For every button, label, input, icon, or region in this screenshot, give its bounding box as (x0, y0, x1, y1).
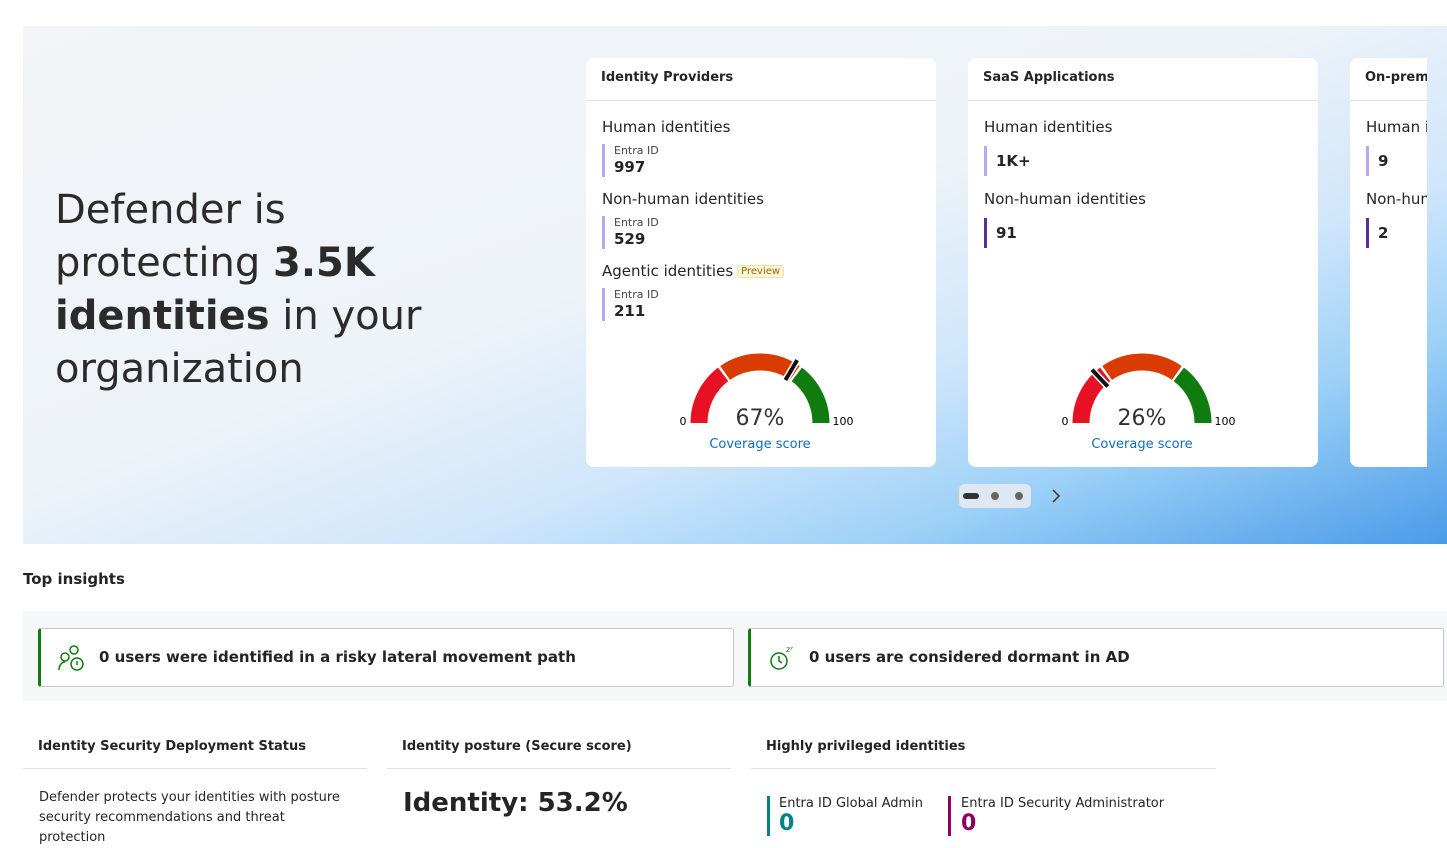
hero-banner: Defender is protecting 3.5K identities i… (23, 26, 1447, 544)
divider (968, 100, 1318, 101)
divider (23, 768, 367, 769)
headline: Defender is protecting 3.5K identities i… (55, 184, 435, 396)
group-name: Non-human identities (984, 190, 1146, 208)
insights-band: 0 users were identified in a risky later… (23, 611, 1447, 701)
group-label: Human identities (602, 116, 922, 140)
gauge-score: 26% (1118, 406, 1167, 431)
gauge-needle (783, 359, 799, 381)
card-title: Identity Providers (601, 70, 734, 85)
gauge-needle (1090, 368, 1110, 388)
gauge-segment (791, 367, 830, 424)
insight-card[interactable]: zᶻ 0 users are considered dormant in AD (748, 628, 1444, 687)
identity-count: Entra ID 529 (602, 216, 922, 249)
dot[interactable] (991, 492, 999, 500)
svg-text:zᶻ: zᶻ (786, 645, 793, 654)
identity-count: Entra ID 997 (602, 144, 922, 177)
divider (387, 768, 731, 769)
count-value: 91 (996, 223, 1017, 242)
identity-groups: Human identities Entra ID 997 Non-human ide… (602, 116, 922, 332)
group-name: Human identities (602, 118, 731, 136)
group-name: Human identities (984, 118, 1113, 136)
privileged-item: Entra ID Global Admin 0 (767, 796, 923, 836)
gauge-segment (1102, 353, 1182, 381)
identity-count: 91 (984, 218, 1304, 248)
identity-groups: Human identities 1K+ Non-human identities 9… (984, 116, 1304, 260)
carousel-controls (953, 484, 1061, 508)
source: Entra ID (614, 288, 659, 301)
privileged-item: Entra ID Security Administrator 0 (948, 796, 1164, 836)
card-title: On-premises (1365, 70, 1427, 85)
page: Defender is protecting 3.5K identities i… (23, 26, 1447, 845)
group-name: Agentic identities (602, 262, 734, 280)
panel-title: Identity Security Deployment Status (38, 739, 307, 754)
gauge-max: 100 (1215, 415, 1236, 428)
secure-score: Identity: 53.2% (403, 788, 628, 818)
divider (751, 768, 1216, 769)
gauge-caption: Coverage score (709, 437, 810, 452)
item-label: Entra ID Security Administrator (961, 796, 1165, 811)
card-title: SaaS Applications (983, 70, 1115, 85)
card: SaaS Applications Human identities 1K+ Non-… (968, 58, 1318, 467)
group-name: Human identities (1366, 118, 1427, 136)
card: Identity Providers Human identities Entra … (586, 58, 936, 467)
gauge-min: 0 (680, 415, 687, 428)
count-value: 997 (614, 158, 646, 176)
count-value: 529 (614, 230, 646, 248)
dot[interactable] (1015, 492, 1023, 500)
gauge-segment (1173, 367, 1212, 424)
dot-active[interactable] (963, 493, 979, 499)
panel-text: Defender protects your identities with p… (39, 790, 340, 845)
gauge-min: 0 (1062, 415, 1069, 428)
card-carousel: Identity Providers Human identities Entra … (563, 58, 1427, 468)
group-label: Non-human identities (602, 188, 922, 212)
identity-count: Entra ID 211 (602, 288, 922, 321)
group-name: Non-human identities (1366, 190, 1427, 208)
gauge-segment (720, 353, 800, 381)
preview-badge: Preview (737, 265, 785, 278)
section-title: Top insights (23, 570, 125, 588)
divider (1350, 100, 1427, 101)
headline-end: in your organization (55, 293, 422, 392)
group-label: Non-human identities (984, 188, 1304, 212)
insight-text: 0 users were identified in a risky later… (99, 648, 576, 666)
gauge-max: 100 (833, 415, 854, 428)
source: Entra ID (614, 144, 659, 157)
headline-start: Defender is protecting (55, 187, 286, 286)
identity-count: 1K+ (984, 146, 1304, 176)
lateral-icon (58, 645, 84, 671)
gauge-segment (690, 367, 729, 424)
item-value: 0 (779, 811, 795, 836)
group-label: Human identities (1366, 116, 1427, 140)
card: On-premises Human identities 9 Non-human id… (1350, 58, 1427, 467)
identity-count: 2 (1366, 218, 1427, 248)
identity-count: 9 (1366, 146, 1427, 176)
item-label: Entra ID Global Admin (779, 796, 924, 811)
group-label: Human identities (984, 116, 1304, 140)
gauge: 0 100 67% Coverage score (680, 353, 854, 452)
count-value: 2 (1378, 223, 1389, 242)
count-value: 9 (1378, 151, 1389, 170)
group-name: Non-human identities (602, 190, 764, 208)
panel-title: Highly privileged identities (766, 739, 966, 754)
item-value: 0 (961, 811, 977, 836)
group-label: Agentic identities Preview (602, 260, 922, 284)
gauge: 0 100 26% Coverage score (1062, 353, 1236, 452)
count-value: 211 (614, 302, 646, 320)
gauge: 0 (1350, 58, 1427, 467)
gauge-score: 67% (736, 406, 785, 431)
dormant-icon: zᶻ (770, 645, 793, 670)
divider (586, 100, 936, 101)
headline-bold: 3.5K identities (55, 240, 375, 339)
insight-card[interactable]: 0 users were identified in a risky later… (38, 628, 734, 687)
panel-title: Identity posture (Secure score) (402, 739, 632, 754)
source: Entra ID (614, 216, 659, 229)
insight-text: 0 users are considered dormant in AD (809, 648, 1130, 666)
gauge-caption: Coverage score (1091, 437, 1192, 452)
group-label: Non-human identities (1366, 188, 1427, 212)
next-arrow[interactable] (1052, 489, 1061, 503)
count-value: 1K+ (996, 151, 1031, 170)
identity-groups: Human identities 9 Non-human identities 2 (1366, 116, 1427, 260)
